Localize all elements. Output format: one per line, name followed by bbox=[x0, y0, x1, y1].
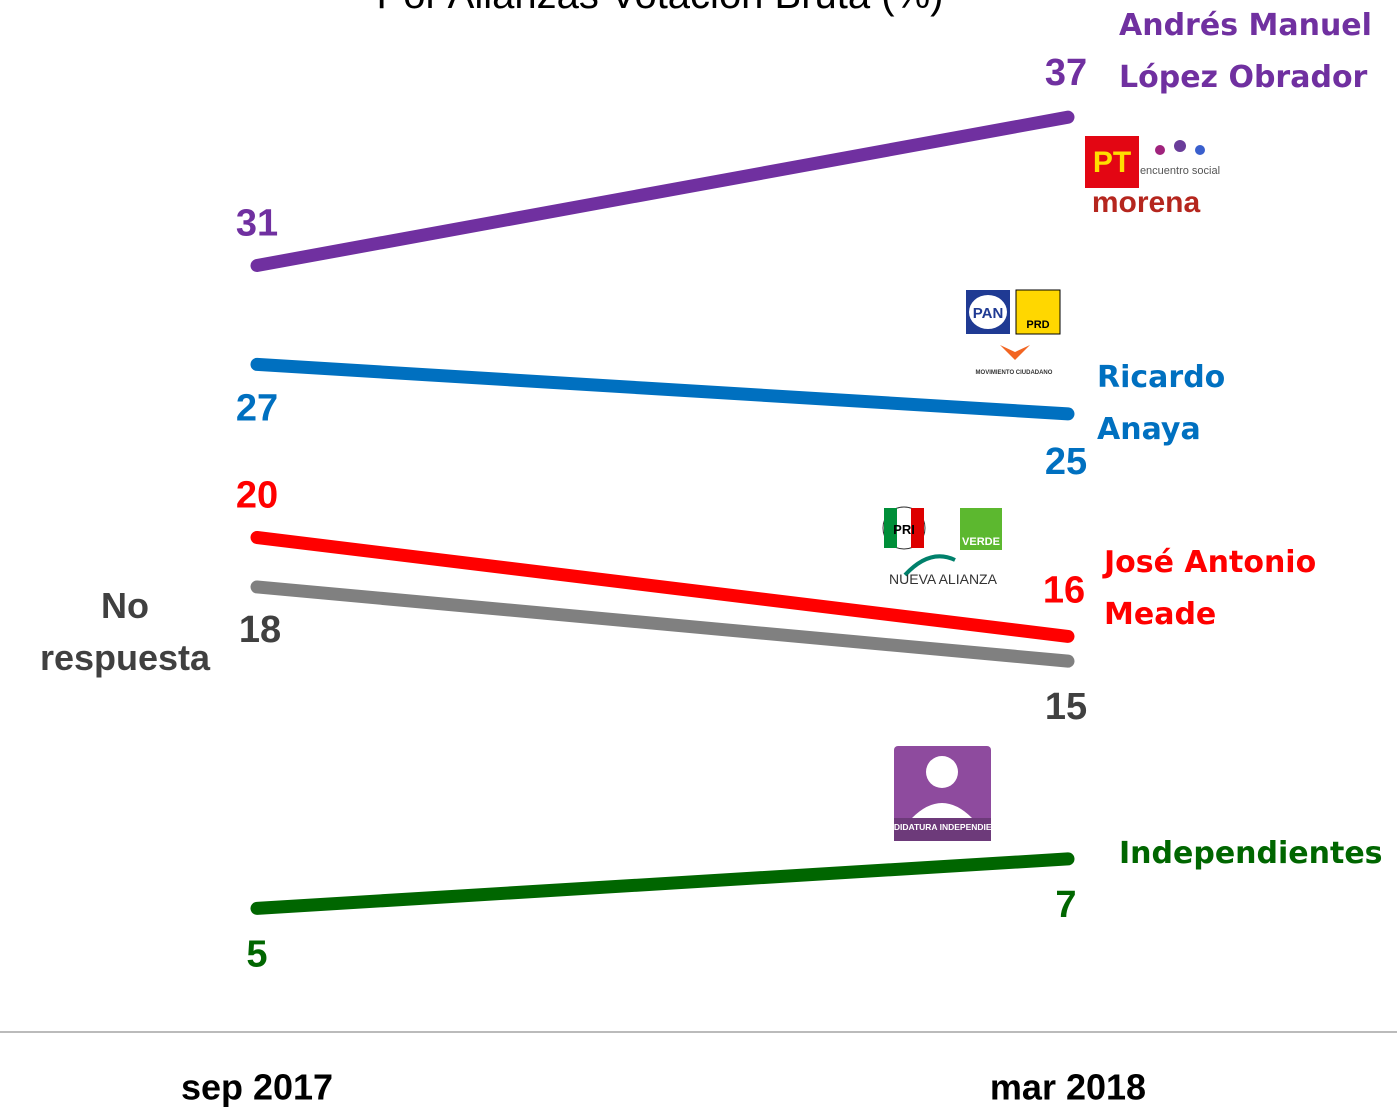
x-tick-label: sep 2017 bbox=[181, 1067, 333, 1108]
logos: PT encuentro social morena PAN PRD MOVIM… bbox=[875, 136, 1220, 841]
value-label: 31 bbox=[236, 203, 278, 245]
series-label: Andrés Manuel López Obrador bbox=[1119, 8, 1372, 95]
logo-dot bbox=[1195, 145, 1205, 155]
series-label: No respuesta bbox=[39, 585, 211, 678]
logo-text: encuentro social bbox=[1140, 165, 1220, 177]
logo-pri bbox=[884, 508, 897, 548]
value-label: 16 bbox=[1043, 569, 1085, 611]
x-tick-label: mar 2018 bbox=[990, 1067, 1146, 1108]
logo-pri bbox=[911, 508, 924, 548]
logo-text: NUEVA ALIANZA bbox=[889, 571, 998, 587]
value-label: 27 bbox=[236, 387, 278, 429]
logo-text: morena bbox=[1092, 186, 1201, 219]
value-label: 25 bbox=[1045, 441, 1087, 483]
logo-verde bbox=[960, 508, 1002, 550]
line bbox=[250, 531, 1075, 643]
value-label: 5 bbox=[246, 933, 267, 975]
logo-pan bbox=[969, 295, 1007, 329]
line bbox=[250, 852, 1075, 915]
value-label: 18 bbox=[239, 609, 281, 651]
logo-dot bbox=[1155, 145, 1165, 155]
logo-text: PT bbox=[1093, 146, 1131, 179]
series-label: Ricardo Anaya bbox=[1097, 360, 1226, 447]
logo-prd bbox=[1015, 289, 1061, 335]
series-label: José Antonio Meade bbox=[1104, 545, 1317, 632]
series-label: Independientes bbox=[1119, 836, 1383, 871]
logo-ci bbox=[894, 818, 991, 841]
line bbox=[250, 357, 1075, 421]
logo-na bbox=[903, 554, 956, 577]
logo-text: PRI bbox=[893, 522, 915, 537]
logo-text: CANDIDATURA INDEPENDIENTE bbox=[875, 822, 1009, 832]
logo-mc bbox=[1000, 345, 1030, 360]
logo-text: VERDE bbox=[962, 536, 1000, 548]
logo-ci bbox=[912, 803, 972, 818]
logo-text: PRD bbox=[1026, 319, 1049, 331]
logo-text: PAN bbox=[973, 305, 1004, 322]
value-label: 7 bbox=[1055, 884, 1076, 926]
logo-ci bbox=[926, 756, 958, 788]
logo-text: MOVIMIENTO CIUDADANO bbox=[976, 370, 1053, 376]
line bbox=[250, 580, 1075, 668]
logo-dot bbox=[1174, 140, 1186, 152]
value-label: 20 bbox=[236, 475, 278, 517]
line bbox=[250, 110, 1075, 273]
value-label: 15 bbox=[1045, 686, 1087, 728]
logo-pt bbox=[1085, 136, 1139, 188]
value-label: 37 bbox=[1045, 52, 1087, 94]
chart-title: Por Alianzas Votación Bruta (%) bbox=[377, 0, 944, 17]
